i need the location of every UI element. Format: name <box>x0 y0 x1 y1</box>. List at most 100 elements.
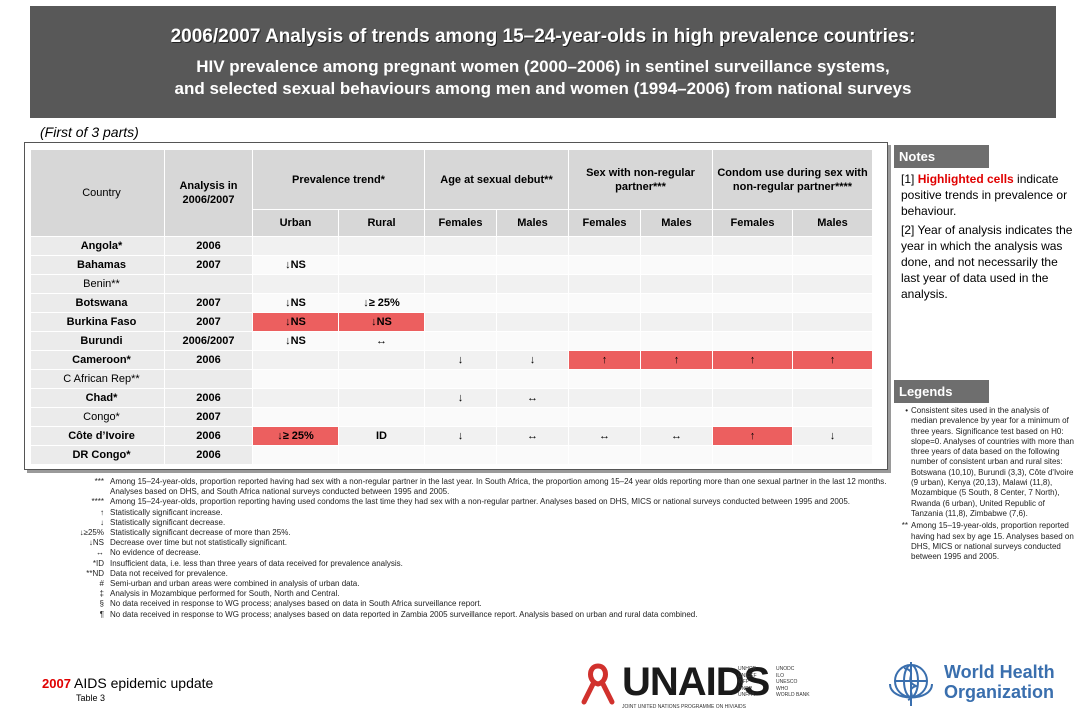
analysis-year: 2006 <box>164 236 253 256</box>
subheader: Rural <box>338 209 425 237</box>
trend-cell <box>568 331 641 351</box>
trend-cell <box>338 407 425 427</box>
footnote: *ID Insufficient data, i.e. less than thr… <box>50 559 892 569</box>
footnote-symbol: *ID <box>92 558 104 568</box>
trend-cell <box>792 388 873 408</box>
trend-cell <box>338 274 425 294</box>
footnote-symbol: § <box>99 599 104 609</box>
trend-cell <box>712 445 793 465</box>
analysis-year: 2006 <box>164 445 253 465</box>
trend-cell <box>424 312 497 332</box>
who-line-2: Organization <box>944 682 1055 702</box>
country-name: Burundi <box>30 331 165 351</box>
trend-cell <box>792 331 873 351</box>
footnote-symbol: ¶ <box>99 609 104 619</box>
trend-cell <box>424 331 497 351</box>
trend-cell: ↔ <box>640 426 713 446</box>
note-1: [1] Highlighted cells indicate positive … <box>901 171 1073 219</box>
footnote: ↑ Statistically significant increase. <box>50 508 892 518</box>
analysis-year: 2006 <box>164 426 253 446</box>
trend-cell <box>712 312 793 332</box>
note-1-prefix: [1] <box>901 172 918 186</box>
trend-cell <box>568 369 641 389</box>
trend-cell: ↑ <box>712 426 793 446</box>
table-row: Botswana 2007 ↓NS ↓≥ 25% <box>30 293 873 313</box>
trend-cell: ↓NS <box>252 255 339 275</box>
footnote-symbol: **** <box>91 497 104 507</box>
trend-cell: ↓ <box>496 350 569 370</box>
trend-cell: ↔ <box>496 388 569 408</box>
page-subtitle: HIV prevalence among pregnant women (200… <box>30 56 1056 100</box>
analysis-header: Analysis in 2006/2007 <box>164 149 253 237</box>
who-logo: World Health Organization <box>880 654 1076 714</box>
trend-cell: ↓≥ 25% <box>252 426 339 446</box>
country-name: Congo* <box>30 407 165 427</box>
country-name: Botswana <box>30 293 165 313</box>
trend-cell <box>338 445 425 465</box>
analysis-year: 2006/2007 <box>164 331 253 351</box>
table-row: Côte d’Ivoire 2006 ↓≥ 25% ID ↓ ↔ ↔ ↔ ↑ ↓ <box>30 426 873 446</box>
footnote-text: Statistically significant increase. <box>110 507 223 517</box>
trend-cell <box>712 293 793 313</box>
legends-panel: • Consistent sites used in the analysis o… <box>898 406 1076 564</box>
trend-cell <box>568 407 641 427</box>
trend-cell: ↑ <box>640 350 713 370</box>
footnote-symbol: ‡ <box>99 589 104 599</box>
country-name: Burkina Faso <box>30 312 165 332</box>
trend-cell <box>424 445 497 465</box>
legends-header: Legends <box>894 380 989 403</box>
trend-cell: ↓NS <box>252 312 339 332</box>
footnote: ↓NS Decrease over time but not statistica… <box>50 538 892 548</box>
footnote: ¶ No data received in response to WG proc… <box>50 610 892 620</box>
footnote-text: Analysis in Mozambique performed for Sou… <box>110 589 340 599</box>
footnote-text: Among 15–24-year-olds, proportion report… <box>110 477 887 497</box>
trend-cell <box>496 331 569 351</box>
trend-cell <box>792 445 873 465</box>
trend-cell <box>496 293 569 313</box>
page-title: 2006/2007 Analysis of trends among 15–24… <box>170 26 916 47</box>
trend-cell <box>252 407 339 427</box>
country-name: DR Congo* <box>30 445 165 465</box>
footnote-text: No data received in response to WG proce… <box>110 599 482 609</box>
trend-cell <box>338 255 425 275</box>
who-wordmark: World Health Organization <box>944 662 1055 702</box>
table-row: Burundi 2006/2007 ↓NS ↔ <box>30 331 873 351</box>
trend-cell <box>568 388 641 408</box>
trend-cell <box>424 293 497 313</box>
footnote: *** Among 15–24-year-olds, proportion rep… <box>50 477 892 497</box>
footnote: ↔ No evidence of decrease. <box>50 548 892 558</box>
notes-header: Notes <box>894 145 989 168</box>
trend-cell <box>640 445 713 465</box>
trend-cell <box>252 236 339 256</box>
trend-cell <box>792 407 873 427</box>
footnote-symbol: ↑ <box>100 507 104 517</box>
note-2: [2] Year of analysis indicates the year … <box>901 223 1073 301</box>
unaids-wordmark: UNAIDS <box>622 660 770 704</box>
footnotes: *** Among 15–24-year-olds, proportion rep… <box>50 477 892 620</box>
trend-cell <box>568 445 641 465</box>
who-line-1: World Health <box>944 662 1055 682</box>
subheader: Females <box>712 209 793 237</box>
trend-cell <box>712 407 793 427</box>
notes-panel: [1] Highlighted cells indicate positive … <box>901 171 1073 305</box>
unaids-cosponsors-1: UNHCR UNICEF WFP UNDP UNFPA <box>738 666 757 698</box>
trend-cell <box>424 274 497 294</box>
publication-title: AIDS epidemic update <box>70 675 214 691</box>
trend-cell: ↓ <box>424 426 497 446</box>
trend-cell: ID <box>338 426 425 446</box>
trend-cell <box>338 350 425 370</box>
country-name: Cameroon* <box>30 350 165 370</box>
analysis-year <box>164 369 253 389</box>
unaids-logo: UNAIDS JOINT UNITED NATIONS PROGRAMME ON… <box>578 660 908 712</box>
trend-cell: ↓≥ 25% <box>338 293 425 313</box>
footnote-text: No data received in response to WG proce… <box>110 609 698 619</box>
trend-cell <box>496 274 569 294</box>
group-header-prevalence: Prevalence trend* <box>252 149 425 210</box>
footnote: # Semi-urban and urban areas were combine… <box>50 579 892 589</box>
trend-cell <box>712 236 793 256</box>
footnote-symbol: *** <box>94 477 104 486</box>
legend-item: ** Among 15–19-year-olds, proportion repo… <box>898 521 1076 562</box>
trend-cell: ↔ <box>496 426 569 446</box>
trend-cell <box>712 388 793 408</box>
trend-cell <box>712 369 793 389</box>
